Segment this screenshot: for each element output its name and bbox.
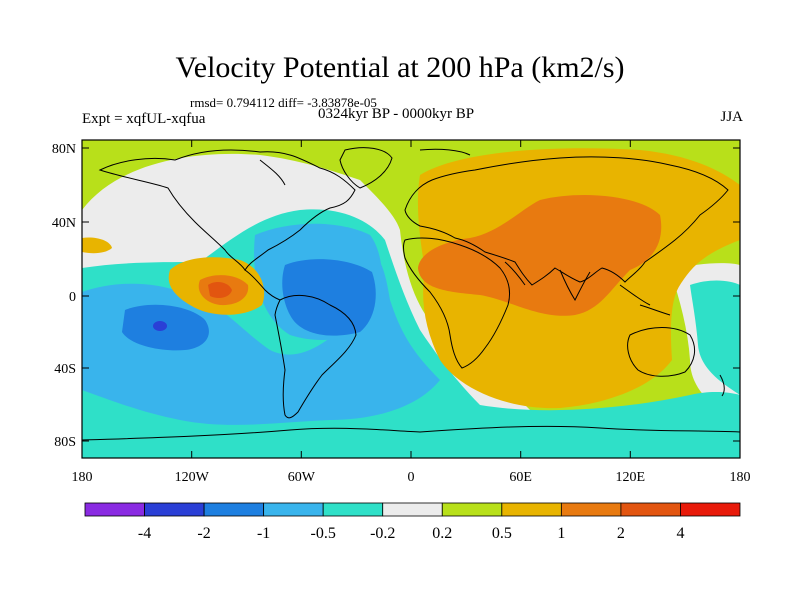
- lon-label-60w: 60W: [288, 470, 316, 485]
- colorbar-label: 0.2: [432, 525, 452, 542]
- colorbar-swatch: [441, 502, 503, 517]
- lat-label-40n: 40N: [52, 216, 76, 231]
- colorbar-swatch: [263, 502, 324, 517]
- lon-label-0: 0: [408, 470, 415, 485]
- experiment-label: Expt = xqfUL-xqfua: [82, 111, 206, 127]
- lon-label-120e: 120E: [616, 470, 646, 485]
- lat-label-40s: 40S: [54, 362, 76, 377]
- lat-label-0: 0: [69, 290, 76, 305]
- stats-text: rmsd= 0.794112 diff= -3.83878e-05: [190, 95, 377, 110]
- latitude-axis: 80N 40N 0 40S 80S: [52, 142, 740, 450]
- season-label: JJA: [720, 109, 743, 125]
- lat-label-80s: 80S: [54, 435, 76, 450]
- colorbar-label: -0.5: [311, 525, 336, 542]
- colorbar-swatch: [560, 502, 622, 517]
- colorbar-swatch: [501, 502, 562, 517]
- figure-title: Velocity Potential at 200 hPa (km2/s): [175, 51, 625, 84]
- lon-label-180w: 180: [72, 470, 93, 485]
- lon-label-180e: 180: [730, 470, 751, 485]
- contour-field: [82, 140, 740, 458]
- lat-label-80n: 80N: [52, 142, 76, 157]
- colorbar-swatch: [382, 502, 443, 517]
- colorbar: -4 -2 -1 -0.5 -0.2 0.2 0.5 1 2 4: [84, 502, 741, 542]
- colorbar-label: -1: [257, 525, 270, 542]
- colorbar-label: -2: [197, 525, 210, 542]
- colorbar-label: -4: [138, 525, 151, 542]
- colorbar-swatch: [620, 502, 681, 517]
- colorbar-swatch: [322, 502, 384, 517]
- colorbar-label: 2: [617, 525, 625, 542]
- colorbar-swatch: [84, 502, 145, 517]
- colorbar-swatch: [144, 502, 205, 517]
- colorbar-label: 1: [557, 525, 565, 542]
- longitude-axis: 180 120W 60W 0 60E 120E 180: [72, 140, 751, 485]
- lon-label-120w: 120W: [175, 470, 210, 485]
- colorbar-swatch: [680, 502, 741, 517]
- coastlines: [82, 147, 740, 441]
- period-label: 0324kyr BP - 0000kyr BP: [318, 106, 475, 122]
- colorbar-label: -0.2: [370, 525, 395, 542]
- colorbar-swatch: [203, 502, 265, 517]
- lon-label-60e: 60E: [509, 470, 532, 485]
- colorbar-label: 0.5: [492, 525, 512, 542]
- colorbar-label: 4: [676, 525, 684, 542]
